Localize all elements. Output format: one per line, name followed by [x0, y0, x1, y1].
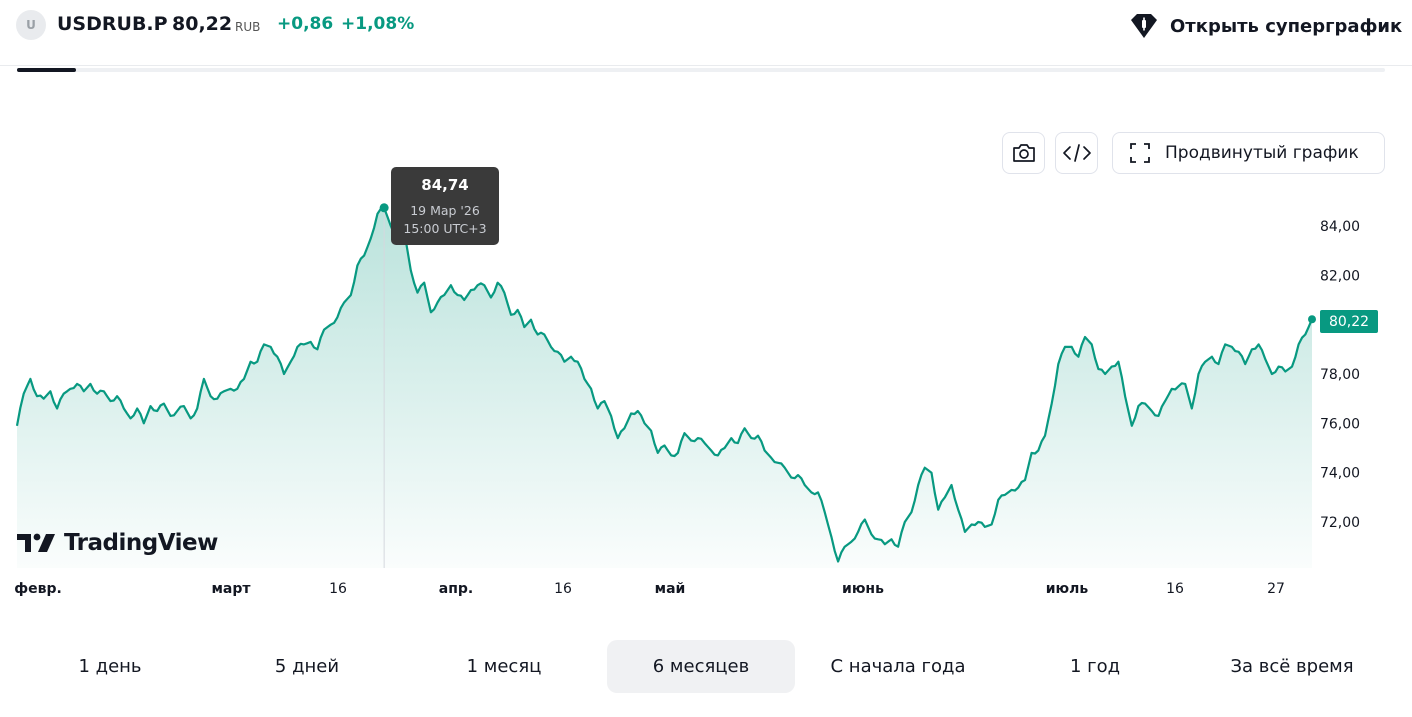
y-tick-label: 78,00 — [1320, 367, 1360, 383]
x-tick-label: май — [655, 581, 686, 597]
x-tick-label: февр. — [14, 581, 62, 597]
y-tick-label: 72,00 — [1320, 515, 1360, 531]
advanced-chart-label: Продвинутый график — [1165, 143, 1359, 163]
period-6-months[interactable]: 6 месяцев — [607, 640, 795, 693]
x-tick-label: июнь — [842, 581, 884, 597]
quote-header: U USDRUB.P 80,22 RUB +0,86 +1,08% Открыт… — [0, 0, 1412, 52]
period-1-year[interactable]: 1 год — [1001, 640, 1189, 693]
period-selector: 1 день 5 дней 1 месяц 6 месяцев С начала… — [0, 640, 1412, 694]
period-1-month[interactable]: 1 месяц — [410, 640, 598, 693]
screenshot-button[interactable] — [1002, 132, 1045, 174]
x-tick-label: 16 — [554, 581, 572, 597]
open-superchart-button[interactable]: Открыть суперграфик — [1128, 9, 1402, 43]
tab-indicator[interactable] — [17, 68, 76, 72]
tradingview-logo[interactable]: TradingView — [16, 530, 218, 556]
current-price: 80,22 — [172, 13, 233, 35]
price-tooltip: 84,74 19 Мар '26 15:00 UTC+3 — [391, 167, 499, 245]
x-tick-label: 16 — [329, 581, 347, 597]
period-ytd[interactable]: С начала года — [804, 640, 992, 693]
advanced-chart-button[interactable]: Продвинутый график — [1112, 132, 1385, 174]
code-icon — [1062, 144, 1091, 162]
price-change-percent: +1,08% — [341, 14, 415, 34]
period-1-day[interactable]: 1 день — [16, 640, 204, 693]
open-superchart-label: Открыть суперграфик — [1170, 15, 1403, 37]
tooltip-time: 15:00 UTC+3 — [403, 221, 486, 236]
tradingview-wordmark: TradingView — [64, 530, 218, 556]
period-label: 1 день — [78, 656, 142, 677]
tab-track — [17, 68, 1385, 72]
period-label: За всё время — [1230, 656, 1354, 677]
period-label: 5 дней — [274, 656, 340, 677]
y-tick-label: 82,00 — [1320, 268, 1360, 284]
y-tick-label: 84,00 — [1320, 219, 1360, 235]
x-tick-label: 16 — [1166, 581, 1184, 597]
ticker-symbol: USDRUB.P — [57, 13, 168, 35]
x-tick-label: апр. — [439, 581, 473, 597]
chart-area-fill — [17, 207, 1312, 568]
tradingview-logo-icon — [17, 533, 55, 552]
diamond-icon — [1131, 14, 1157, 38]
x-tick-label: июль — [1046, 581, 1089, 597]
tooltip-box — [391, 167, 499, 245]
x-tick-label: март — [211, 581, 251, 597]
header-divider — [0, 65, 1412, 66]
period-label: 6 месяцев — [652, 656, 750, 677]
symbol-avatar: U — [16, 10, 46, 40]
tooltip-date: 19 Мар '26 — [410, 203, 480, 218]
period-label: 1 месяц — [466, 656, 542, 677]
y-tick-label: 74,00 — [1320, 466, 1360, 482]
period-all-time[interactable]: За всё время — [1198, 640, 1386, 693]
currency-label: RUB — [235, 20, 261, 34]
price-line[interactable] — [15, 206, 1314, 563]
last-price-badge — [1320, 310, 1378, 333]
camera-icon — [1012, 144, 1035, 162]
highlight-point[interactable] — [379, 203, 389, 213]
tooltip-value: 84,74 — [421, 176, 468, 194]
period-label: 1 год — [1069, 656, 1121, 677]
period-label: С начала года — [830, 656, 966, 677]
price-change: +0,86 — [277, 14, 334, 34]
x-tick-label: 27 — [1267, 581, 1285, 597]
y-tick-label: 76,00 — [1320, 416, 1360, 432]
last-price-label: 80,22 — [1329, 314, 1369, 330]
fullscreen-icon — [1130, 143, 1150, 163]
embed-code-button[interactable] — [1055, 132, 1098, 174]
period-5-days[interactable]: 5 дней — [213, 640, 401, 693]
last-price-point — [1308, 315, 1316, 324]
